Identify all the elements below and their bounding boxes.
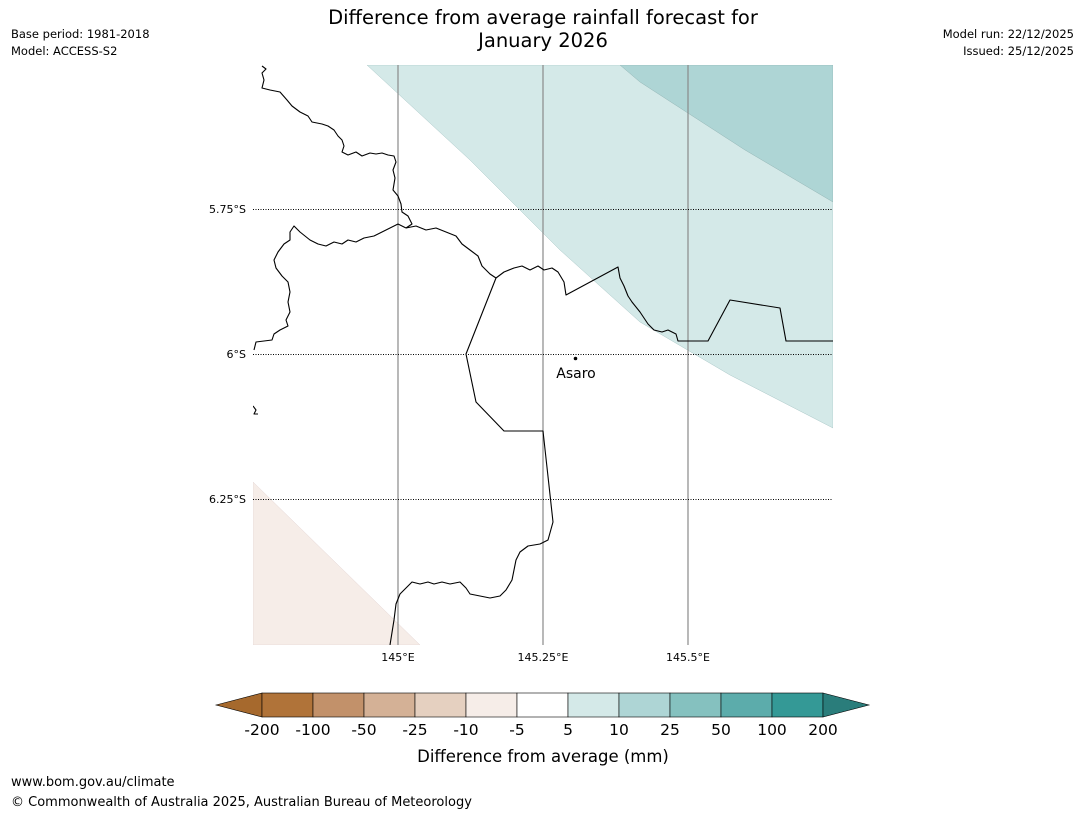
colorbar-segment [261,692,314,718]
colorbar-segment [465,692,518,718]
rainfall-zone-5-10mm [366,65,833,429]
boundary-west [253,223,407,351]
base-period-text: Base period: 1981-2018 [11,27,150,41]
title-line-2: January 2026 [478,29,608,52]
colorbar-tick-label: 5 [563,721,573,739]
page-title: Difference from average rainfall forecas… [243,6,843,52]
asaro-marker [573,356,578,361]
colorbar-segment [720,692,773,718]
lat-label-6-25s: 6.25°S [209,493,246,506]
rainfall-zone-10-25mm [619,65,833,203]
colorbar-segment [618,692,671,718]
colorbar-tick-label: 50 [711,721,731,739]
colorbar-segment [312,692,365,718]
issued-text: Issued: 25/12/2025 [963,44,1074,58]
footer-url: www.bom.gov.au/climate [11,775,175,790]
lat-label-5-75s: 5.75°S [209,203,246,216]
colorbar-segment [363,692,416,718]
boundary-edge-west [253,405,258,415]
colorbar-tick-label: 100 [757,721,787,739]
colorbar-segment [771,692,824,718]
colorbar-label: Difference from average (mm) [417,747,669,766]
colorbar-tick-label: -5 [509,721,524,739]
run-info: Model run: 22/12/2025 Issued: 25/12/2025 [943,26,1074,60]
lon-label-145-25e: 145.25°E [518,651,569,664]
colorbar-tick-label: -100 [295,721,330,739]
colorbar-segment [669,692,722,718]
colorbar-segment [516,692,569,718]
colorbar-tick-label: 200 [808,721,838,739]
asaro-label: Asaro [556,366,595,382]
colorbar-tick-label: -200 [244,721,279,739]
footer-copyright: © Commonwealth of Australia 2025, Austra… [11,795,472,810]
model-run-text: Model run: 22/12/2025 [942,27,1074,41]
colorbar-extend-high [822,692,871,718]
colorbar-tick-label: -10 [453,721,478,739]
rainfall-zone-minus-5-10mm [253,481,421,645]
colorbar-tick-label: 25 [660,721,680,739]
boundary-central [389,277,554,645]
colorbar-extend-low [214,692,263,718]
lon-label-145e: 145°E [381,651,414,664]
model-info: Base period: 1981-2018 Model: ACCESS-S2 [11,26,150,60]
colorbar-tick-label: -25 [402,721,427,739]
lat-label-6s: 6°S [227,348,246,361]
rainfall-map: Asaro [253,65,833,645]
lon-label-145-5e: 145.5°E [666,651,710,664]
colorbar: -200 -100 -50 -25 -10 -5 5 10 25 50 100 200 [214,692,871,739]
boundary-north [405,225,833,342]
title-line-1: Difference from average rainfall forecas… [328,6,758,29]
colorbar-tick-label: -50 [351,721,376,739]
colorbar-segment [567,692,620,718]
district-boundaries [253,65,833,645]
boundary-northwest [261,65,413,229]
colorbar-segment [414,692,467,718]
model-text: Model: ACCESS-S2 [11,44,118,58]
colorbar-tick-label: 10 [609,721,629,739]
